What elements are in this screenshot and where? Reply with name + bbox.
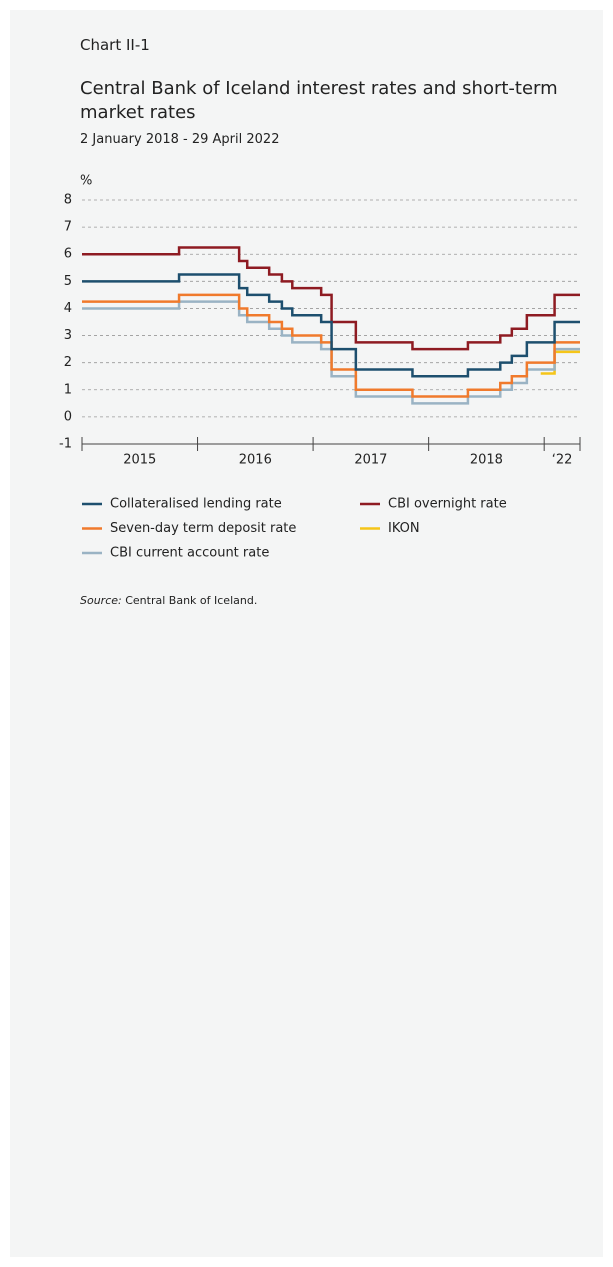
series-line	[82, 246, 580, 351]
chart-subtitle: 2 January 2018 - 29 April 2022	[80, 132, 280, 147]
source: Source: Central Bank of Iceland.	[80, 594, 257, 607]
y-tick-label: 0	[64, 409, 72, 424]
x-tick-label: 2016	[239, 453, 272, 468]
x-tick-label: ‘22	[552, 453, 573, 468]
series-line	[82, 273, 580, 378]
y-tick-label: 1	[64, 382, 72, 397]
source-label: Source:	[80, 594, 122, 607]
y-tick-label: 2	[64, 355, 72, 370]
y-tick-label: 3	[64, 328, 72, 343]
chart-title: Central Bank of Iceland interest rates a…	[80, 78, 558, 123]
legend-label: CBI current account rate	[110, 546, 269, 561]
legend-label: Seven-day term deposit rate	[110, 521, 296, 536]
x-tick-label: 2015	[123, 453, 156, 468]
y-tick-label: 7	[64, 220, 72, 235]
y-tick-label: 5	[64, 274, 72, 289]
y-tick-label: 6	[64, 247, 72, 262]
panel	[10, 10, 603, 1257]
legend-label: Collateralised lending rate	[110, 497, 282, 512]
legend-label: IKON	[388, 521, 420, 536]
y-tick-label: -1	[59, 437, 72, 452]
y-tick-label: 4	[64, 301, 72, 316]
x-tick-label: 2017	[354, 453, 387, 468]
x-tick-label: 2018	[470, 453, 503, 468]
series-line	[82, 293, 580, 398]
source-text: Central Bank of Iceland.	[125, 594, 258, 607]
chart-label: Chart II-1	[80, 36, 150, 54]
legend-label: CBI overnight rate	[388, 497, 507, 512]
y-tick-label: 8	[64, 193, 72, 208]
y-unit: %	[80, 174, 92, 189]
